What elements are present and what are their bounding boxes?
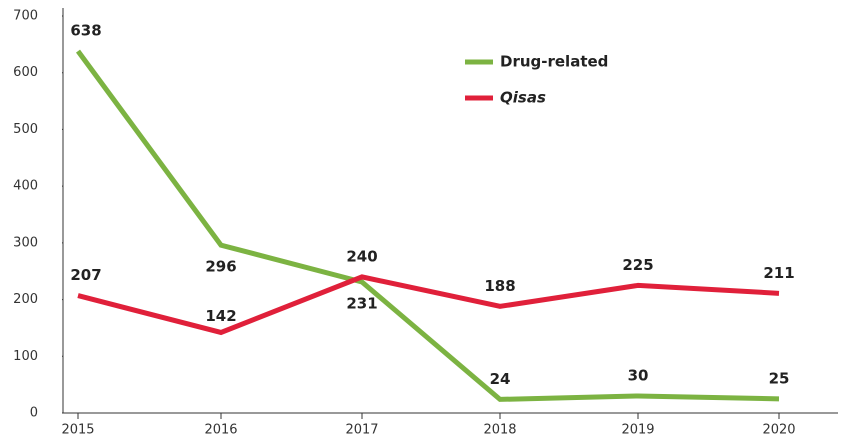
x-tick-label: 2019	[621, 423, 654, 438]
y-tick-label: 200	[13, 292, 38, 307]
data-label: 188	[484, 277, 515, 295]
data-label: 30	[628, 366, 649, 384]
data-label: 24	[490, 370, 511, 388]
y-tick-label: 100	[13, 349, 38, 364]
data-label: 211	[763, 264, 794, 282]
y-tick-label: 400	[13, 179, 38, 194]
data-label: 142	[205, 307, 236, 325]
y-tick-label: 0	[30, 406, 38, 421]
data-label: 240	[346, 247, 377, 265]
legend-label: Drug-related	[500, 53, 608, 71]
data-label: 25	[769, 369, 790, 387]
y-tick-label: 500	[13, 122, 38, 137]
x-tick-label: 2018	[483, 423, 516, 438]
y-tick-label: 300	[13, 235, 38, 250]
data-label: 638	[70, 22, 101, 40]
y-tick-label: 700	[13, 9, 38, 24]
legend-label: Qisas	[500, 89, 546, 107]
data-label: 207	[70, 266, 101, 284]
data-label: 296	[205, 258, 236, 276]
x-tick-label: 2016	[204, 423, 237, 438]
x-tick-label: 2017	[345, 423, 378, 438]
x-tick-label: 2020	[762, 423, 795, 438]
x-tick-label: 2015	[61, 423, 94, 438]
y-tick-label: 600	[13, 65, 38, 80]
series-line	[77, 274, 780, 336]
data-label: 231	[346, 294, 377, 312]
data-label: 225	[622, 256, 653, 274]
series-line	[75, 49, 780, 402]
